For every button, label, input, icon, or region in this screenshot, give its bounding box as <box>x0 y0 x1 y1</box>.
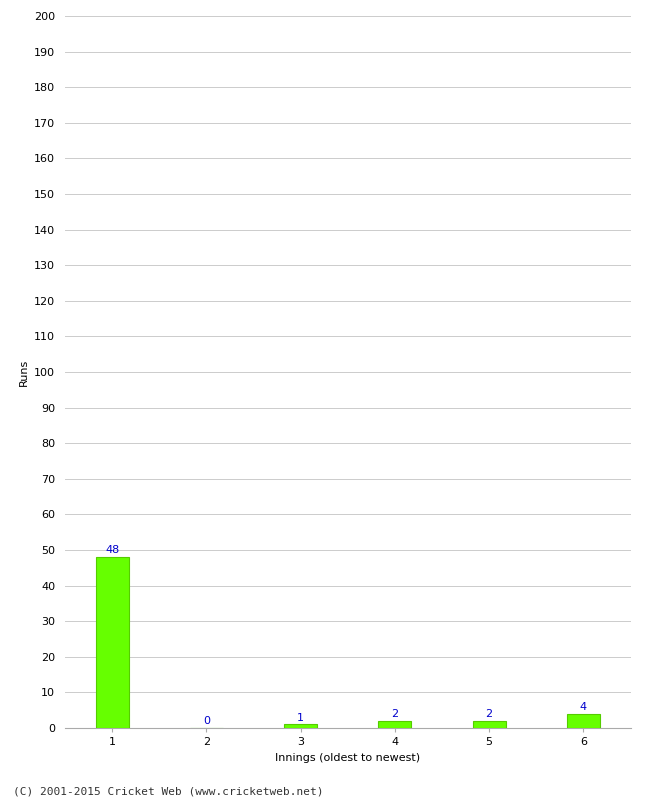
Bar <box>473 721 506 728</box>
X-axis label: Innings (oldest to newest): Innings (oldest to newest) <box>275 753 421 762</box>
Text: (C) 2001-2015 Cricket Web (www.cricketweb.net): (C) 2001-2015 Cricket Web (www.cricketwe… <box>13 786 324 796</box>
Y-axis label: Runs: Runs <box>19 358 29 386</box>
Bar <box>567 714 600 728</box>
Bar <box>378 721 411 728</box>
Bar <box>284 725 317 728</box>
Bar <box>96 557 129 728</box>
Text: 2: 2 <box>391 709 398 719</box>
Text: 4: 4 <box>580 702 587 712</box>
Text: 48: 48 <box>105 546 119 555</box>
Text: 2: 2 <box>486 709 493 719</box>
Text: 0: 0 <box>203 716 210 726</box>
Text: 1: 1 <box>297 713 304 722</box>
